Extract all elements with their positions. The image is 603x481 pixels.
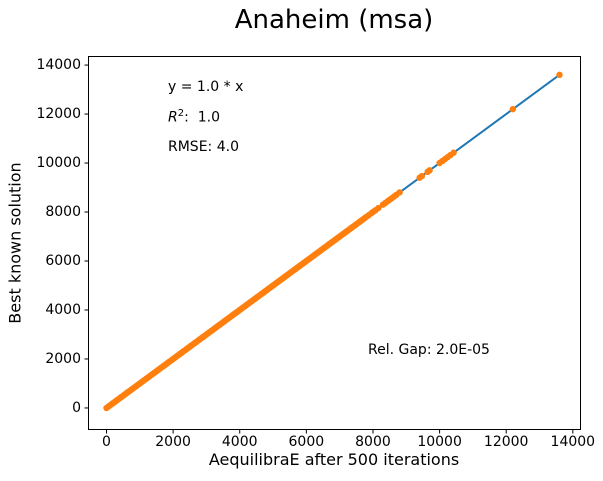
scatter-point (509, 105, 517, 113)
r-squared-annotation: R2: 1.0 (168, 108, 220, 126)
y-tick-label: 2000 (45, 350, 81, 367)
scatter-point (426, 167, 433, 174)
x-axis-label: AequilibraE after 500 iterations (208, 450, 460, 469)
scatter-point (556, 71, 563, 79)
y-tick-label: 4000 (45, 301, 81, 318)
x-tick-label: 0 (102, 434, 111, 450)
scatter-point (450, 149, 457, 156)
x-tick-label: 4000 (221, 434, 258, 450)
axes-spines (88, 56, 581, 430)
y-tick-label: 10000 (36, 155, 81, 172)
r-squared-value: : 1.0 (184, 109, 220, 126)
x-tick-label: 8000 (355, 434, 391, 450)
x-tick-label: 6000 (288, 434, 325, 450)
y-tick-label: 14000 (36, 57, 81, 74)
x-tick-label: 2000 (155, 434, 191, 450)
scatter-point (396, 189, 403, 196)
plot-area: y = 1.0 * x R2: 1.0 RMSE: 4.0 Rel. Gap: … (84, 56, 581, 434)
scatter-point (418, 172, 426, 180)
x-tick-label: 14000 (550, 434, 596, 450)
r-squared-symbol: R (168, 109, 178, 126)
x-tick-label: 12000 (483, 434, 529, 450)
y-tick-label: 6000 (45, 253, 81, 269)
y-tick-label: 8000 (45, 204, 81, 221)
fit-equation-annotation: y = 1.0 * x (168, 79, 244, 95)
x-tick-label: 10000 (417, 434, 462, 450)
y-tick-label: 0 (72, 399, 81, 416)
relative-gap-annotation: Rel. Gap: 2.0E-05 (368, 342, 490, 358)
r-squared-exponent: 2 (177, 108, 185, 119)
rmse-annotation: RMSE: 4.0 (168, 139, 239, 155)
scatter-plot-canvas (84, 56, 581, 434)
chart-title: Anaheim (msa) (234, 5, 434, 35)
y-axis-label: Best known solution (5, 162, 25, 324)
scatter-point (375, 204, 382, 212)
y-tick-label: 12000 (36, 106, 81, 123)
